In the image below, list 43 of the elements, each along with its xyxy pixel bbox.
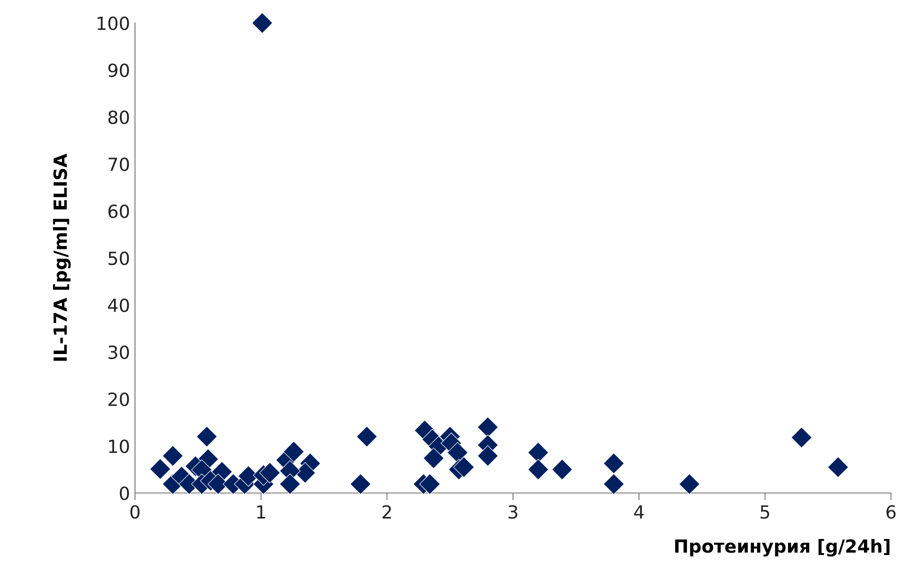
y-tick-label: 80 xyxy=(108,110,129,124)
y-tick-label: 60 xyxy=(108,204,129,218)
point xyxy=(150,458,171,480)
point xyxy=(356,426,378,448)
y-tick-label: 90 xyxy=(108,63,129,78)
point xyxy=(423,448,444,469)
point xyxy=(790,426,812,448)
point xyxy=(252,12,273,34)
point xyxy=(259,462,280,484)
point xyxy=(603,473,624,495)
point xyxy=(603,452,624,474)
point xyxy=(453,456,474,478)
point xyxy=(196,426,218,448)
y-tick-label: 30 xyxy=(108,345,129,360)
point xyxy=(678,473,700,495)
x-axis-title: Протеинурия [g/24h] xyxy=(675,538,890,557)
y-tick-label: 70 xyxy=(108,157,129,172)
point xyxy=(162,445,184,466)
x-tick-label: 1 xyxy=(257,505,266,519)
point xyxy=(477,445,498,466)
x-tick-label: 3 xyxy=(508,505,518,519)
y-tick-label: 100 xyxy=(98,16,129,30)
y-tick-label: 10 xyxy=(109,439,129,454)
x-tick-label: 4 xyxy=(634,505,644,519)
point xyxy=(446,442,468,464)
point xyxy=(828,456,849,478)
x-tick-label: 6 xyxy=(886,505,896,519)
point xyxy=(279,473,301,495)
y-tick-label: 50 xyxy=(108,251,129,266)
x-tick-label: 5 xyxy=(760,505,770,519)
x-tick-label: 2 xyxy=(382,505,391,519)
y-tick-label: 20 xyxy=(108,392,129,406)
point xyxy=(294,462,316,484)
point xyxy=(552,458,573,480)
point xyxy=(283,441,304,462)
y-tick-label: 0 xyxy=(120,486,129,500)
x-tick-label: 0 xyxy=(130,505,140,519)
point xyxy=(477,416,498,438)
y-tick-label: 40 xyxy=(108,298,129,312)
point xyxy=(528,458,549,480)
point xyxy=(419,473,440,495)
y-axis-title: IL-17A [pg/ml] ELISA xyxy=(53,154,71,361)
point xyxy=(350,473,372,495)
